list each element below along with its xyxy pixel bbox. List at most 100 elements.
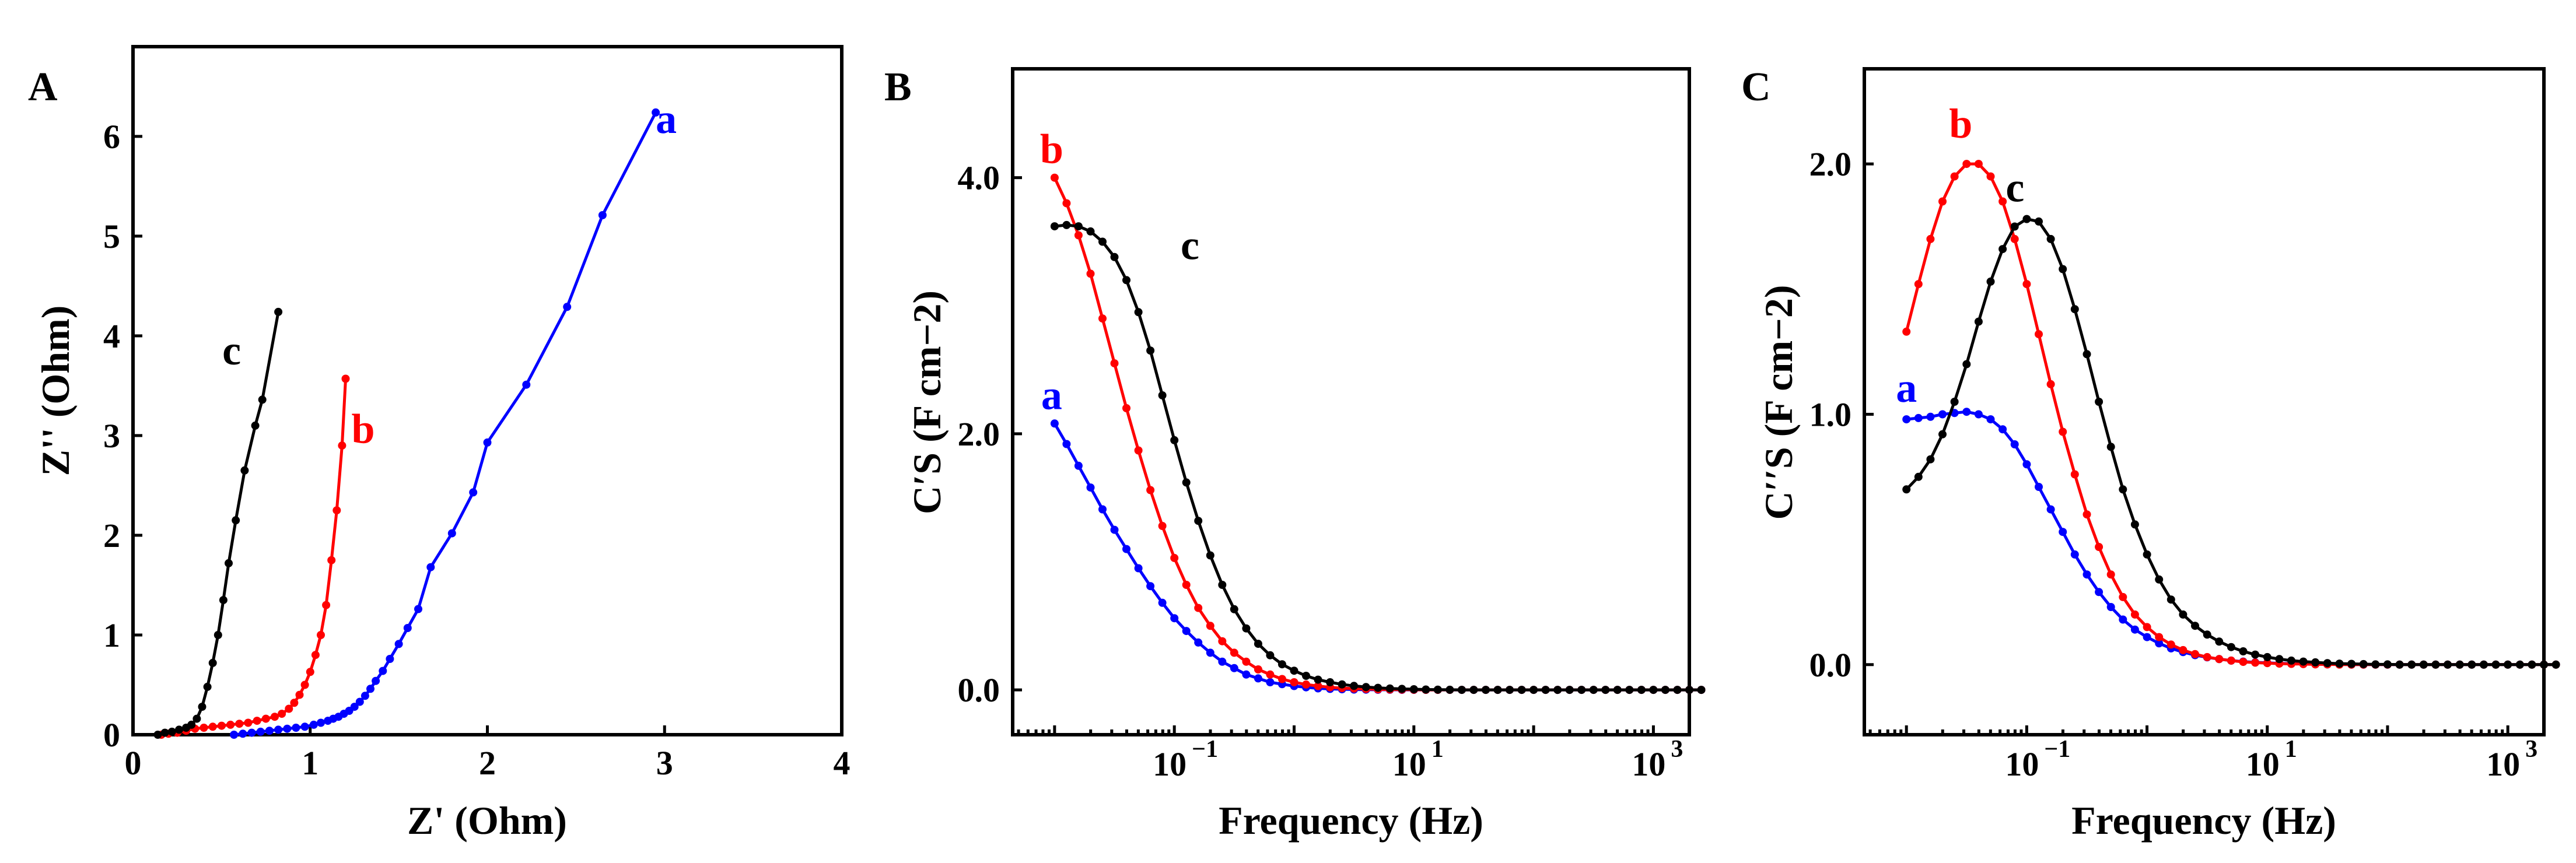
data-point — [2263, 652, 2272, 661]
data-point — [1962, 408, 1971, 416]
data-point — [1086, 227, 1095, 236]
data-point — [247, 728, 256, 737]
data-point — [1362, 683, 1370, 692]
x-tick-label: 10 — [1392, 745, 1426, 783]
data-point — [1625, 686, 1634, 694]
x-tick-exponent: 3 — [2525, 736, 2538, 763]
data-point — [2431, 660, 2440, 669]
data-point — [1134, 308, 1143, 317]
series-line-a — [1906, 410, 2556, 666]
data-point — [1062, 220, 1071, 229]
data-point — [1230, 605, 1238, 613]
series-line-c — [157, 311, 280, 736]
data-point — [2119, 592, 2127, 601]
curve-label-b: b — [351, 406, 374, 452]
data-point — [1218, 581, 1227, 589]
data-point — [1206, 648, 1214, 657]
data-point — [2130, 610, 2139, 619]
data-point — [2166, 640, 2175, 649]
data-point — [1938, 430, 1947, 438]
data-point — [2035, 330, 2043, 339]
data-point — [2179, 610, 2188, 619]
data-point — [563, 303, 572, 311]
data-point — [208, 722, 217, 731]
data-point — [2251, 658, 2260, 667]
data-point — [2046, 234, 2055, 243]
data-point — [2419, 660, 2428, 669]
x-axis-label-c: Frequency (Hz) — [2071, 798, 2336, 843]
data-point — [2323, 659, 2332, 668]
data-point — [2347, 659, 2356, 668]
x-tick-label: 10 — [2486, 745, 2520, 783]
panel-a: A 0 1 2 3 4 0 1 2 3 4 5 6 a b c Z' (Ohm) Z'' (Ohm) — [28, 45, 850, 843]
data-point — [2119, 615, 2127, 624]
data-point — [160, 728, 169, 737]
data-point — [265, 727, 274, 735]
data-point — [1926, 234, 1935, 243]
data-point — [225, 559, 233, 567]
data-point — [200, 724, 208, 732]
data-point — [1242, 657, 1251, 666]
data-point — [1902, 327, 1911, 336]
data-point — [2070, 305, 2079, 314]
data-point — [1302, 680, 1310, 689]
data-point — [2155, 639, 2164, 648]
data-point — [2143, 550, 2151, 559]
data-point — [322, 601, 331, 609]
data-point — [1266, 678, 1275, 686]
data-point — [1110, 525, 1119, 534]
series-b: a b c — [1040, 126, 1706, 694]
data-point — [1950, 398, 1959, 406]
data-point — [2155, 575, 2164, 584]
data-point — [1098, 314, 1107, 323]
data-point — [1914, 472, 1923, 481]
data-point — [261, 714, 270, 723]
data-point — [1266, 670, 1275, 679]
data-point — [1182, 581, 1191, 589]
data-point — [1350, 682, 1359, 690]
data-point — [2515, 660, 2524, 669]
data-point — [2299, 657, 2308, 666]
series-c: c — [1902, 164, 2560, 669]
data-point — [1110, 252, 1119, 261]
data-point — [1326, 678, 1335, 686]
x-tick-label: 10 — [2246, 745, 2280, 783]
data-point — [187, 720, 196, 729]
x-tick-exponent: −1 — [1192, 736, 1218, 763]
data-point — [1409, 685, 1418, 693]
data-point — [426, 563, 435, 571]
data-point — [1986, 415, 1995, 424]
data-point — [214, 631, 222, 639]
data-point — [1254, 674, 1262, 683]
data-point — [1122, 276, 1130, 285]
data-point — [1086, 483, 1095, 492]
data-point — [2504, 660, 2512, 669]
data-point — [274, 725, 283, 734]
data-point — [192, 714, 201, 723]
x-axis-label-b: Frequency (Hz) — [1219, 798, 1483, 843]
data-point — [217, 721, 226, 730]
data-point — [447, 529, 456, 538]
data-point — [1999, 245, 2007, 254]
data-point — [2035, 217, 2043, 226]
data-point — [2046, 380, 2055, 388]
series-line-b — [1053, 177, 1702, 692]
data-point — [1050, 173, 1059, 182]
data-point — [1999, 197, 2007, 206]
data-point — [235, 720, 244, 728]
data-point — [1685, 686, 1693, 694]
data-point — [2540, 660, 2548, 669]
series-b: b — [1040, 126, 1706, 694]
data-point — [2082, 350, 2091, 359]
data-point — [1062, 440, 1071, 448]
data-point — [230, 731, 239, 739]
data-point — [1170, 614, 1179, 623]
data-point — [1254, 665, 1262, 673]
data-point — [1146, 346, 1155, 355]
data-point — [2335, 659, 2344, 668]
data-point — [1974, 317, 1983, 326]
data-point — [483, 438, 492, 447]
data-point — [2311, 658, 2320, 666]
data-point — [2022, 215, 2031, 223]
data-point — [1986, 277, 1995, 286]
